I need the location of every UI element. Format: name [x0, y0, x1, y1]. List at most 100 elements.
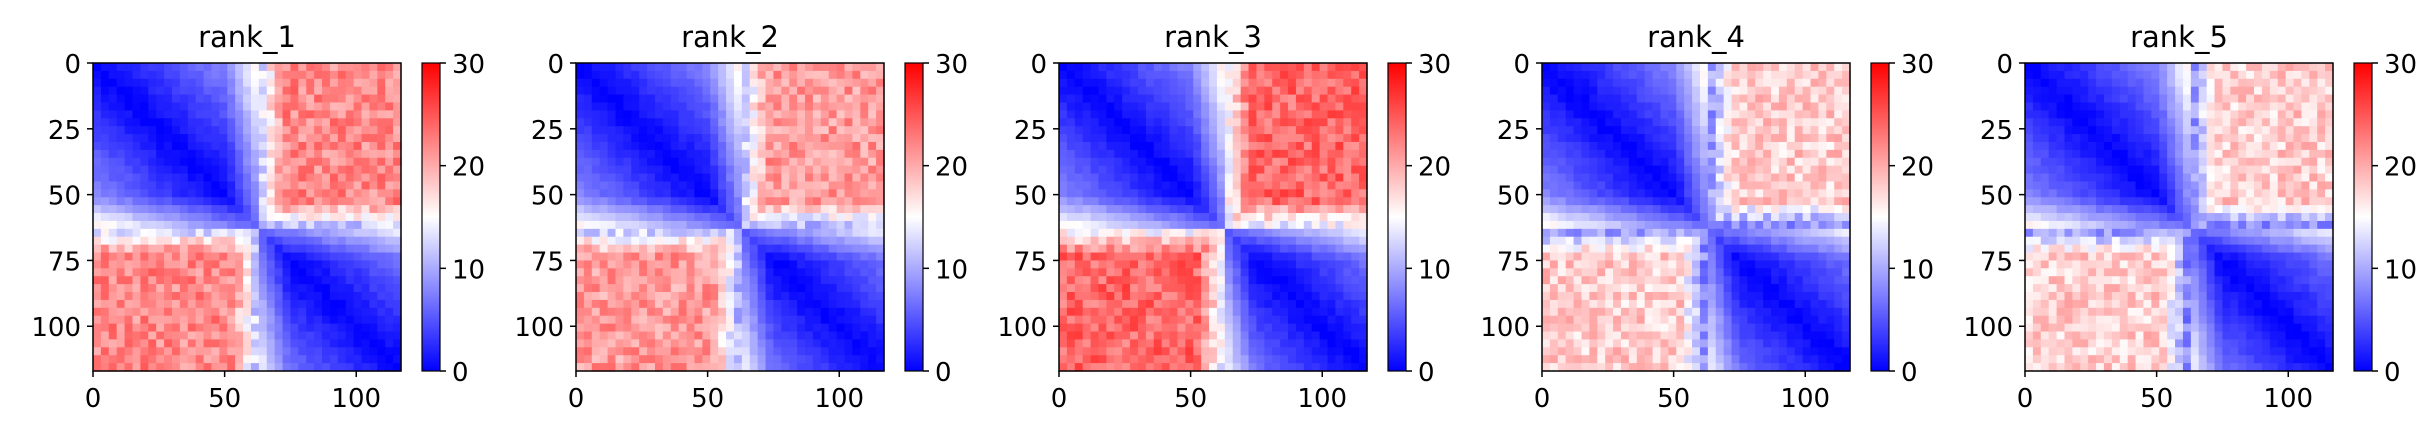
heatmap-cell	[1137, 94, 1147, 104]
heatmap-cell	[686, 165, 696, 175]
heatmap-cell	[1232, 63, 1242, 72]
heatmap-cell	[298, 347, 307, 356]
heatmap-cell	[876, 102, 885, 111]
heatmap-cell	[377, 181, 386, 190]
heatmap-cell	[591, 284, 601, 293]
heatmap-cell	[1264, 205, 1273, 214]
heatmap-cell	[781, 307, 790, 317]
heatmap-cell	[1074, 363, 1084, 372]
heatmap-cell	[1272, 102, 1281, 111]
heatmap-cell	[124, 63, 134, 72]
heatmap-cell	[100, 307, 110, 317]
heatmap-cell	[1351, 157, 1360, 167]
heatmap-cell	[876, 260, 885, 269]
heatmap-cell	[266, 347, 276, 356]
heatmap-cell	[164, 134, 173, 143]
heatmap-cell	[108, 323, 118, 333]
heatmap-cell	[836, 220, 846, 230]
heatmap-cell	[211, 260, 220, 269]
heatmap-cell	[1295, 347, 1305, 356]
heatmap-cell	[1082, 284, 1092, 293]
heatmap-cell	[1319, 220, 1329, 230]
heatmap-cell	[1319, 292, 1329, 301]
heatmap-cell	[836, 236, 846, 246]
heatmap-cell	[1169, 363, 1179, 372]
heatmap-cell	[1319, 323, 1329, 333]
heatmap-cell	[306, 244, 315, 254]
heatmap-cell	[298, 339, 307, 348]
heatmap-cell	[789, 181, 798, 190]
heatmap-cell	[93, 292, 102, 301]
heatmap-cell	[235, 284, 244, 293]
heatmap-cell	[1311, 149, 1321, 159]
heatmap-cell	[836, 260, 846, 269]
heatmap-cell	[219, 244, 228, 254]
heatmap-cell	[647, 110, 656, 119]
heatmap-cell	[132, 149, 141, 159]
heatmap-cell	[789, 236, 798, 246]
heatmap-cell	[615, 236, 624, 246]
heatmap-cell	[1216, 347, 1226, 356]
heatmap-cell	[164, 331, 173, 341]
heatmap-cell	[1224, 268, 1234, 277]
heatmap-cell	[662, 292, 672, 301]
heatmap-cell	[329, 323, 339, 333]
heatmap-cell	[116, 181, 126, 190]
heatmap-cell	[227, 173, 236, 183]
heatmap-cell	[187, 252, 197, 262]
heatmap-cell	[749, 299, 759, 309]
heatmap-cell	[187, 165, 197, 175]
heatmap-cell	[1137, 307, 1147, 317]
heatmap-cell	[576, 236, 585, 246]
heatmap-cell	[789, 260, 798, 269]
heatmap-cell	[298, 205, 307, 214]
heatmap-cell	[1319, 363, 1329, 372]
heatmap-cell	[132, 220, 141, 230]
heatmap-cell	[132, 126, 141, 135]
heatmap-cell	[1145, 228, 1155, 238]
heatmap-cell	[1224, 118, 1234, 127]
heatmap-cell	[1240, 355, 1250, 364]
heatmap-cell	[765, 118, 775, 127]
heatmap-cell	[1256, 141, 1265, 151]
heatmap-cell	[702, 86, 711, 96]
heatmap-cell	[647, 284, 656, 293]
heatmap-cell	[1264, 134, 1273, 143]
heatmap-cell	[203, 181, 213, 190]
heatmap-cell	[1256, 118, 1265, 127]
heatmap-cell	[1114, 236, 1123, 246]
heatmap-cell	[1209, 86, 1218, 96]
heatmap-cell	[1090, 86, 1100, 96]
heatmap-cell	[1130, 307, 1139, 317]
heatmap-cell	[361, 284, 371, 293]
heatmap-cell	[345, 165, 355, 175]
heatmap-cell	[757, 292, 767, 301]
heatmap-cell	[599, 173, 609, 183]
heatmap-cell	[591, 157, 601, 167]
heatmap-cell	[124, 78, 134, 88]
heatmap-cell	[1660, 63, 1669, 72]
heatmap-cell	[694, 78, 703, 88]
heatmap-cell	[243, 197, 252, 206]
heatmap-cell	[1335, 189, 1344, 198]
heatmap-cell	[1074, 126, 1084, 135]
heatmap-cell	[741, 110, 751, 119]
heatmap-cell	[836, 228, 846, 238]
heatmap-cell	[1114, 197, 1123, 206]
heatmap-cell	[393, 157, 402, 167]
heatmap-cell	[140, 347, 149, 356]
heatmap-cell	[647, 149, 656, 159]
heatmap-cell	[243, 165, 252, 175]
heatmap-cell	[195, 110, 205, 119]
heatmap-cell	[314, 157, 323, 167]
heatmap-cell	[171, 102, 181, 111]
heatmap-cell	[100, 284, 110, 293]
heatmap-cell	[250, 141, 260, 151]
heatmap-cell	[108, 363, 118, 372]
heatmap-cell	[1177, 189, 1186, 198]
heatmap-cell	[1597, 94, 1606, 104]
heatmap-cell	[274, 126, 284, 135]
heatmap-cell	[702, 149, 711, 159]
heatmap-cell	[741, 284, 751, 293]
heatmap-cell	[1288, 157, 1297, 167]
